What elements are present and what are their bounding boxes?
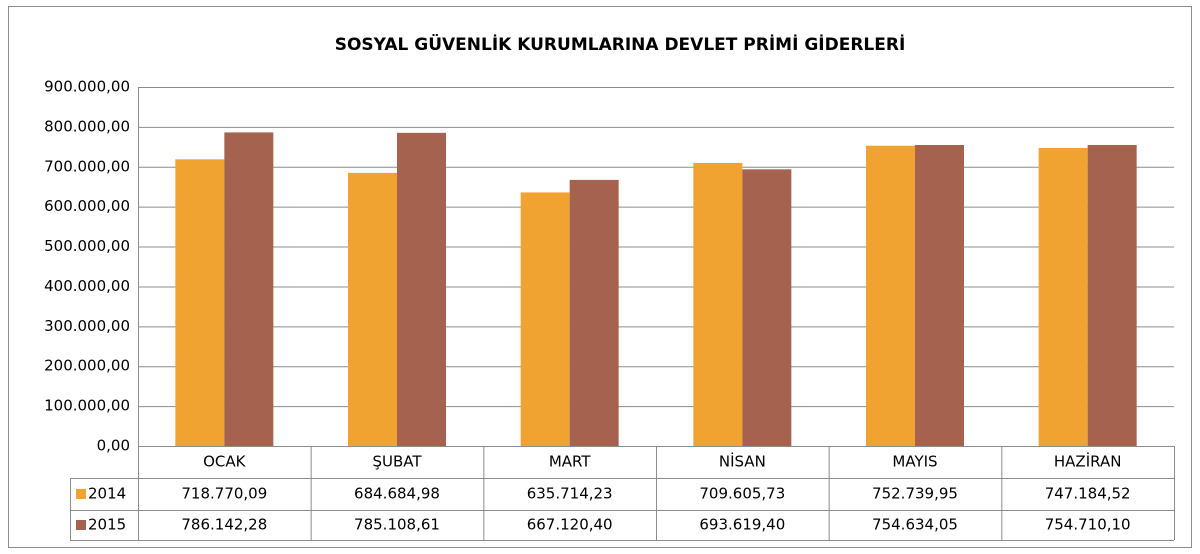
table-value: 785.108,61 xyxy=(354,516,440,534)
y-tick-label: 700.000,00 xyxy=(44,157,130,175)
bar xyxy=(348,172,397,446)
table-value: 684.684,98 xyxy=(354,485,440,503)
legend-swatch xyxy=(76,520,86,530)
x-tick-label: MART xyxy=(549,453,592,471)
legend-label: 2015 xyxy=(88,516,126,534)
table-value: 693.619,40 xyxy=(699,516,785,534)
table-value: 752.739,95 xyxy=(872,485,958,503)
table-value: 709.605,73 xyxy=(699,485,785,503)
table-value: 635.714,23 xyxy=(527,485,613,503)
table-value: 754.634,05 xyxy=(872,516,958,534)
table-value: 747.184,52 xyxy=(1045,485,1131,503)
bar xyxy=(175,159,225,447)
x-tick-label: NİSAN xyxy=(719,452,766,471)
table-value: 754.710,10 xyxy=(1045,516,1131,534)
y-tick-label: 300.000,00 xyxy=(44,317,130,335)
legend-swatch xyxy=(76,489,86,499)
bar xyxy=(397,132,446,446)
bar xyxy=(742,169,792,446)
y-tick-label: 900.000,00 xyxy=(44,78,130,96)
y-tick-label: 0,00 xyxy=(97,437,130,455)
y-tick-label: 100.000,00 xyxy=(44,397,130,415)
x-tick-label: OCAK xyxy=(203,453,247,471)
y-tick-label: 400.000,00 xyxy=(44,277,130,295)
bar xyxy=(224,132,274,447)
table-value: 718.770,09 xyxy=(181,485,267,503)
bar xyxy=(520,192,570,446)
bar xyxy=(569,179,619,447)
bar xyxy=(1038,147,1088,446)
x-tick-label: HAZİRAN xyxy=(1054,452,1122,471)
y-tick-label: 500.000,00 xyxy=(44,237,130,255)
x-tick-label: ŞUBAT xyxy=(372,453,422,471)
bar xyxy=(1087,144,1137,446)
bar xyxy=(693,162,743,446)
bar xyxy=(915,144,964,446)
y-tick-label: 200.000,00 xyxy=(44,357,130,375)
chart-title: SOSYAL GÜVENLİK KURUMLARINA DEVLET PRİMİ… xyxy=(335,33,906,55)
table-value: 786.142,28 xyxy=(181,516,267,534)
x-tick-label: MAYIS xyxy=(892,453,937,471)
table-value: 667.120,40 xyxy=(527,516,613,534)
bar xyxy=(866,145,915,446)
y-tick-label: 800.000,00 xyxy=(44,117,130,135)
legend-label: 2014 xyxy=(88,485,126,503)
y-tick-label: 600.000,00 xyxy=(44,197,130,215)
